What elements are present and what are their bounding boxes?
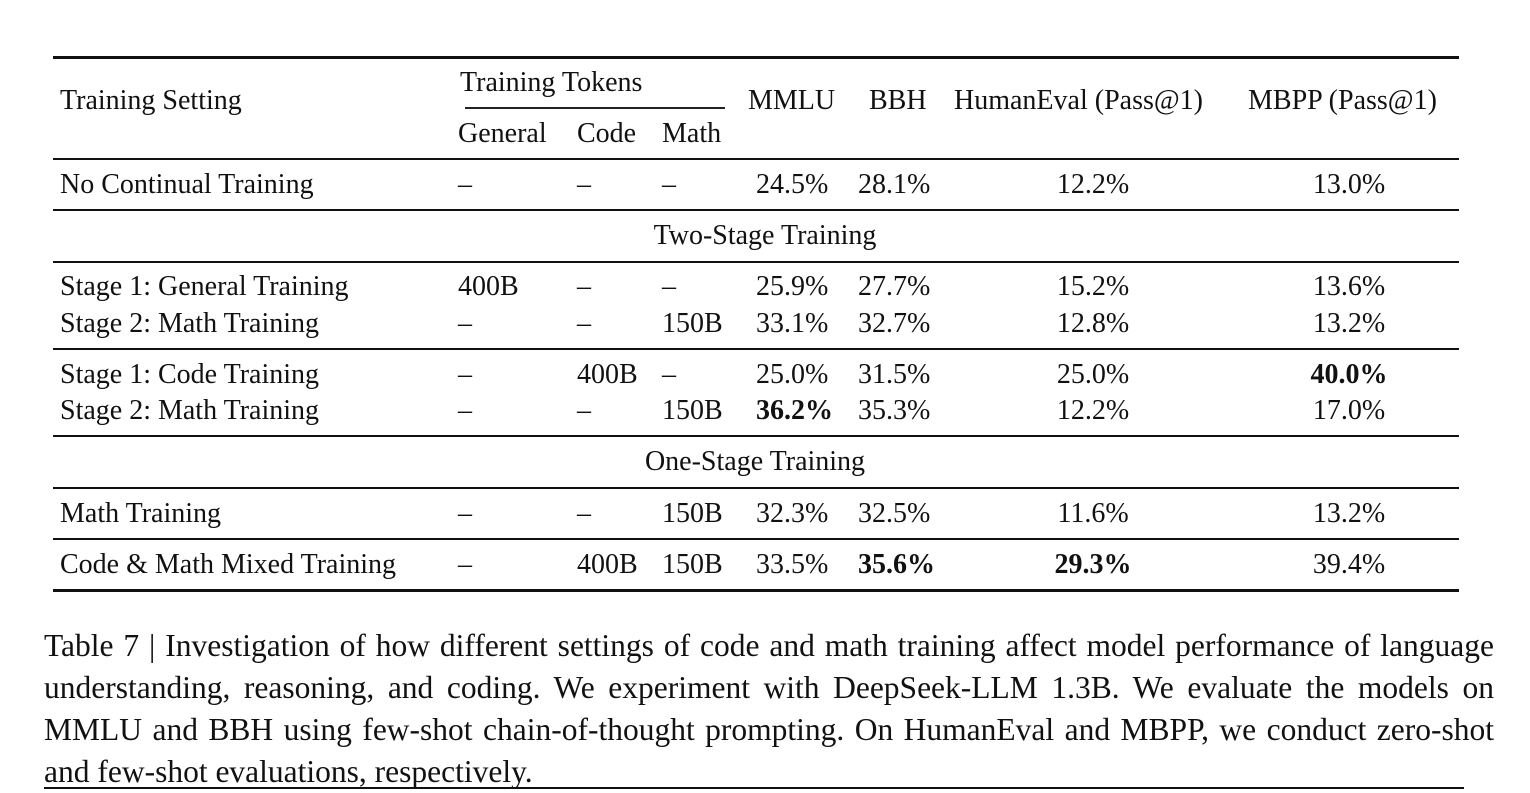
row-code: – (577, 271, 591, 302)
row-setting: Stage 2: Math Training (60, 395, 320, 426)
group-rule (53, 348, 1459, 350)
row-code: – (577, 169, 591, 200)
row-setting: No Continual Training (60, 169, 314, 200)
row-mbpp: 17.0% (1312, 395, 1386, 426)
row-general: – (458, 498, 472, 529)
row-mmlu: 33.1% (756, 308, 829, 339)
row-bbh: 32.7% (858, 308, 931, 339)
row-mbpp: 39.4% (1312, 549, 1386, 580)
section-rule (53, 209, 1459, 211)
row-setting: Code & Math Mixed Training (60, 549, 397, 580)
row-mbpp: 40.0% (1310, 359, 1388, 390)
row-humaneval: 25.0% (1056, 359, 1130, 390)
header-general: General (458, 118, 547, 149)
row-math: 150B (662, 498, 723, 529)
row-humaneval: 29.3% (1054, 549, 1132, 580)
row-code: 400B (577, 549, 638, 580)
row-mmlu: 25.0% (756, 359, 829, 390)
header-mbpp: MBPP (Pass@1) (1248, 85, 1437, 116)
header-training-setting: Training Setting (60, 85, 242, 116)
row-humaneval: 12.8% (1056, 308, 1130, 339)
training-tokens-rule (465, 107, 725, 109)
row-code: 400B (577, 359, 638, 390)
group-rule (53, 538, 1459, 540)
row-general: 400B (458, 271, 519, 302)
header-math: Math (662, 118, 722, 149)
header-code: Code (577, 118, 637, 149)
row-general: – (458, 395, 472, 426)
row-bbh: 28.1% (858, 169, 931, 200)
table-bottom-rule (53, 589, 1459, 592)
table-top-rule (53, 56, 1459, 59)
table-caption: Table 7 | Investigation of how different… (44, 628, 1494, 789)
row-general: – (458, 549, 472, 580)
row-mbpp: 13.6% (1312, 271, 1386, 302)
row-general: – (458, 308, 472, 339)
row-mmlu: 25.9% (756, 271, 829, 302)
row-bbh: 32.5% (858, 498, 931, 529)
header-bbh: BBH (869, 85, 927, 116)
header-humaneval: HumanEval (Pass@1) (954, 85, 1203, 116)
section-one-stage: One-Stage Training (644, 446, 866, 477)
row-math: 150B (662, 395, 723, 426)
row-setting: Stage 2: Math Training (60, 308, 320, 339)
row-bbh: 35.3% (858, 395, 931, 426)
row-humaneval: 11.6% (1057, 498, 1129, 529)
row-math: 150B (662, 549, 723, 580)
row-mmlu: 33.5% (756, 549, 829, 580)
row-mbpp: 13.2% (1312, 308, 1386, 339)
row-code: – (577, 308, 591, 339)
section-rule (53, 261, 1459, 263)
row-bbh: 31.5% (858, 359, 931, 390)
row-mbpp: 13.2% (1312, 498, 1386, 529)
row-general: – (458, 359, 472, 390)
row-math: – (662, 359, 676, 390)
row-setting: Math Training (60, 498, 222, 529)
row-mmlu: 36.2% (756, 395, 833, 426)
row-code: – (577, 498, 591, 529)
row-mmlu: 32.3% (756, 498, 829, 529)
header-mmlu: MMLU (748, 85, 836, 116)
row-humaneval: 12.2% (1056, 395, 1130, 426)
row-math: – (662, 271, 676, 302)
header-training-tokens: Training Tokens (460, 67, 643, 98)
header-rule (53, 158, 1459, 160)
row-mmlu: 24.5% (756, 169, 829, 200)
row-setting: Stage 1: General Training (60, 271, 349, 302)
row-mbpp: 13.0% (1312, 169, 1386, 200)
section-two-stage: Two-Stage Training (653, 220, 877, 251)
row-general: – (458, 169, 472, 200)
row-bbh: 27.7% (858, 271, 931, 302)
section-rule (53, 487, 1459, 489)
row-bbh: 35.6% (858, 549, 935, 580)
row-math: – (662, 169, 676, 200)
row-math: 150B (662, 308, 723, 339)
row-setting: Stage 1: Code Training (60, 359, 320, 390)
section-rule (53, 435, 1459, 437)
row-humaneval: 12.2% (1056, 169, 1130, 200)
row-code: – (577, 395, 591, 426)
row-humaneval: 15.2% (1056, 271, 1130, 302)
caption-underline (44, 787, 1464, 789)
